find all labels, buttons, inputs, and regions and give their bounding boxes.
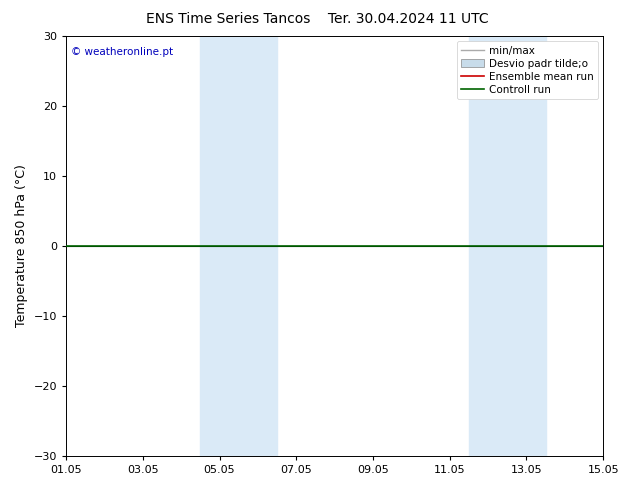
Bar — [469, 36, 546, 456]
Text: ENS Time Series Tancos    Ter. 30.04.2024 11 UTC: ENS Time Series Tancos Ter. 30.04.2024 1… — [146, 12, 488, 26]
Text: © weatheronline.pt: © weatheronline.pt — [72, 47, 174, 57]
Y-axis label: Temperature 850 hPa (°C): Temperature 850 hPa (°C) — [15, 165, 28, 327]
Legend: min/max, Desvio padr tilde;o, Ensemble mean run, Controll run: min/max, Desvio padr tilde;o, Ensemble m… — [456, 41, 598, 99]
Bar — [200, 36, 277, 456]
